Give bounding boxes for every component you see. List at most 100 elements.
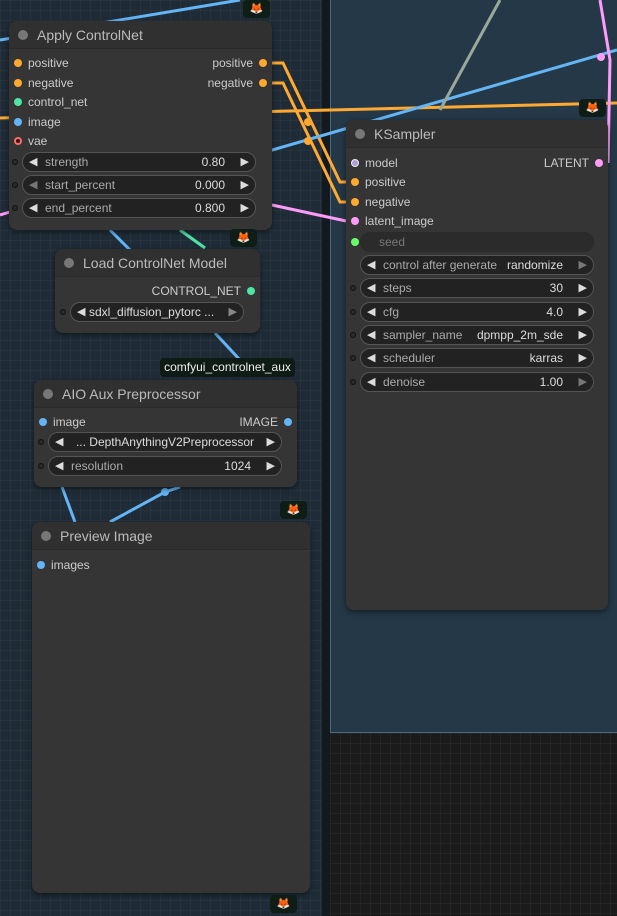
- input-image[interactable]: image: [39, 413, 86, 431]
- increment-arrow-icon[interactable]: ▶: [228, 306, 237, 318]
- socket-dot[interactable]: [14, 117, 22, 126]
- widget-label: denoise: [383, 375, 426, 389]
- increment-arrow-icon[interactable]: ▶: [240, 156, 249, 168]
- output-image[interactable]: IMAGE: [239, 413, 292, 431]
- socket-dot[interactable]: [351, 197, 359, 206]
- increment-arrow-icon[interactable]: ▶: [578, 282, 587, 294]
- widget-value: dpmpp_2m_sde: [476, 328, 563, 342]
- widget-value: 0.80: [201, 155, 225, 169]
- increment-arrow-icon[interactable]: ▶: [266, 460, 275, 472]
- output-label: positive: [212, 56, 253, 70]
- start-percent-widget[interactable]: ◀ start_percent 0.000 ▶: [12, 175, 256, 195]
- output-latent[interactable]: LATENT: [544, 154, 603, 172]
- widget-value: 30: [549, 281, 563, 295]
- decrement-arrow-icon[interactable]: ◀: [55, 460, 64, 472]
- widget-label: steps: [383, 281, 412, 295]
- input-label: control_net: [28, 95, 88, 109]
- node-load-controlnet[interactable]: Load ControlNet Model CONTROL_NET ◀ sdxl_…: [55, 249, 260, 333]
- socket-dot[interactable]: [595, 158, 603, 167]
- denoise-widget[interactable]: ◀ denoise 1.00 ▶: [350, 372, 594, 392]
- socket-dot[interactable]: [284, 417, 292, 426]
- end-percent-widget[interactable]: ◀ end_percent 0.800 ▶: [12, 198, 256, 218]
- socket-dot[interactable]: [259, 78, 267, 87]
- decrement-arrow-icon[interactable]: ◀: [29, 202, 38, 214]
- socket-dot[interactable]: [351, 177, 359, 186]
- widget-value: sdxl_diffusion_pytorc ...: [89, 305, 215, 319]
- socket-dot[interactable]: [247, 286, 255, 295]
- socket-dot[interactable]: [351, 216, 359, 225]
- socket-dot[interactable]: [37, 560, 45, 569]
- decrement-arrow-icon[interactable]: ◀: [367, 329, 376, 341]
- node-aio-aux-preprocessor[interactable]: AIO Aux Preprocessor image IMAGE ◀ ... De…: [34, 380, 297, 487]
- increment-arrow-icon[interactable]: ▶: [266, 436, 275, 448]
- input-positive[interactable]: positive: [351, 173, 406, 191]
- socket-dot[interactable]: [259, 58, 267, 67]
- decrement-arrow-icon[interactable]: ◀: [367, 376, 376, 388]
- seed-widget[interactable]: seed: [360, 232, 594, 252]
- input-control-net[interactable]: control_net: [14, 93, 87, 111]
- input-negative[interactable]: negative: [14, 74, 73, 92]
- widget-label: scheduler: [383, 351, 436, 365]
- controlnet-model-select[interactable]: ◀ sdxl_diffusion_pytorc ... ▶: [60, 302, 244, 322]
- strength-widget[interactable]: ◀ strength 0.80 ▶: [12, 152, 256, 172]
- increment-arrow-icon[interactable]: ▶: [578, 376, 587, 388]
- node-ksampler[interactable]: KSampler model positive negative latent_…: [346, 120, 608, 610]
- steps-widget[interactable]: ◀ steps 30 ▶: [350, 278, 594, 298]
- socket-dot[interactable]: [14, 136, 22, 145]
- output-control-net[interactable]: CONTROL_NET: [152, 282, 255, 300]
- socket-dot[interactable]: [351, 237, 359, 246]
- output-positive[interactable]: positive: [212, 54, 267, 72]
- decrement-arrow-icon[interactable]: ◀: [29, 156, 38, 168]
- increment-arrow-icon[interactable]: ▶: [240, 179, 249, 191]
- scheduler-widget[interactable]: ◀ scheduler karras ▶: [350, 348, 594, 368]
- node-title: AIO Aux Preprocessor: [34, 380, 297, 408]
- input-label: vae: [28, 134, 48, 148]
- input-model[interactable]: model: [351, 154, 398, 172]
- input-seed-socket[interactable]: [351, 233, 365, 251]
- node-source-badge: comfyui_controlnet_aux: [160, 358, 295, 377]
- node-apply-controlnet[interactable]: Apply ControlNet positive negative contr…: [9, 21, 272, 230]
- input-images[interactable]: images: [37, 556, 90, 574]
- socket-dot[interactable]: [39, 417, 47, 426]
- increment-arrow-icon[interactable]: ▶: [240, 202, 249, 214]
- increment-arrow-icon[interactable]: ▶: [578, 259, 587, 271]
- preprocessor-select[interactable]: ◀ ... DepthAnythingV2Preprocessor ▶: [38, 432, 282, 452]
- widget-value: 0.800: [194, 201, 225, 215]
- socket-dot[interactable]: [14, 78, 22, 87]
- widget-label: seed: [379, 235, 406, 249]
- cfg-widget[interactable]: ◀ cfg 4.0 ▶: [350, 302, 594, 322]
- widget-value: 0.000: [194, 178, 225, 192]
- widget-label: resolution: [71, 459, 124, 473]
- widget-label: sampler_name: [383, 328, 463, 342]
- output-label: CONTROL_NET: [151, 284, 241, 298]
- input-label: model: [365, 156, 398, 170]
- increment-arrow-icon[interactable]: ▶: [578, 352, 587, 364]
- decrement-arrow-icon[interactable]: ◀: [367, 306, 376, 318]
- widget-label: strength: [45, 155, 89, 169]
- input-positive[interactable]: positive: [14, 54, 69, 72]
- sampler-name-widget[interactable]: ◀ sampler_name dpmpp_2m_sde ▶: [350, 325, 594, 345]
- fox-icon: 🦊: [230, 229, 257, 247]
- decrement-arrow-icon[interactable]: ◀: [367, 259, 376, 271]
- wire-model: [438, 0, 502, 111]
- input-negative[interactable]: negative: [351, 193, 410, 211]
- input-latent-image[interactable]: latent_image: [351, 212, 434, 230]
- decrement-arrow-icon[interactable]: ◀: [367, 282, 376, 294]
- output-label: IMAGE: [239, 415, 278, 429]
- node-preview-image[interactable]: Preview Image images: [32, 522, 310, 893]
- input-image[interactable]: image: [14, 113, 61, 131]
- output-negative[interactable]: negative: [208, 74, 267, 92]
- socket-dot[interactable]: [14, 97, 22, 106]
- decrement-arrow-icon[interactable]: ◀: [77, 306, 86, 318]
- increment-arrow-icon[interactable]: ▶: [578, 306, 587, 318]
- decrement-arrow-icon[interactable]: ◀: [29, 179, 38, 191]
- socket-dot[interactable]: [351, 158, 359, 167]
- resolution-widget[interactable]: ◀ resolution 1024 ▶: [38, 456, 282, 476]
- input-vae[interactable]: vae: [14, 132, 47, 150]
- control-after-generate-widget[interactable]: ◀ control after generate randomize ▶: [360, 255, 594, 275]
- socket-dot[interactable]: [14, 58, 22, 67]
- decrement-arrow-icon[interactable]: ◀: [55, 436, 64, 448]
- increment-arrow-icon[interactable]: ▶: [578, 329, 587, 341]
- decrement-arrow-icon[interactable]: ◀: [367, 352, 376, 364]
- fox-icon: 🦊: [280, 501, 307, 519]
